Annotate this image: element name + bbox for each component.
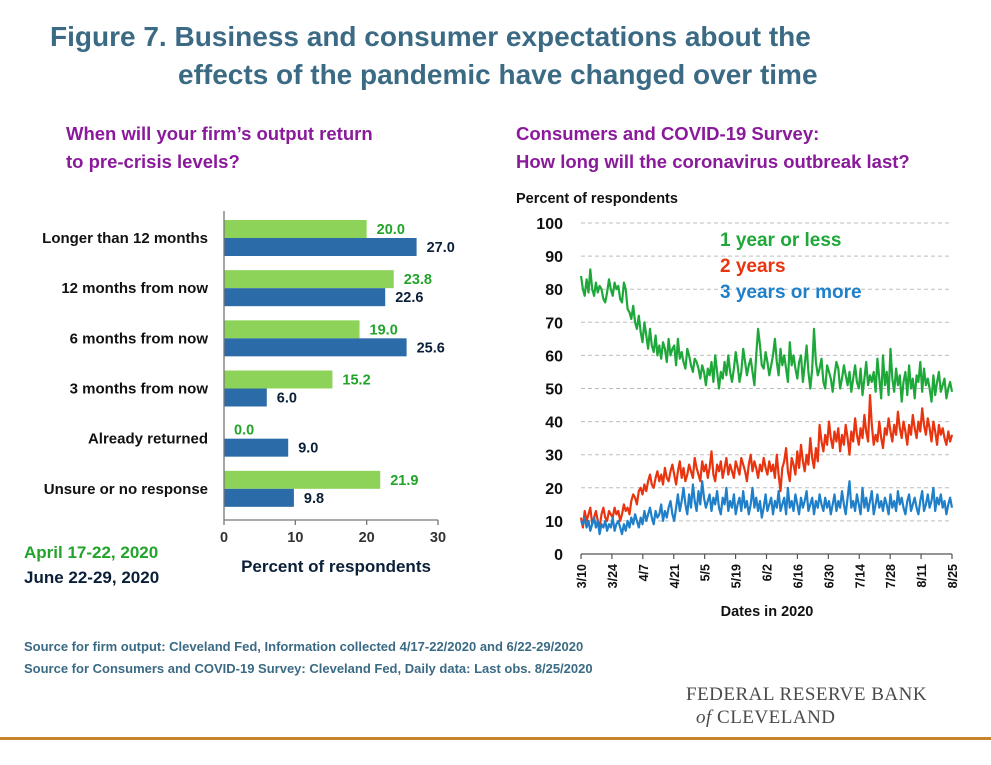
right-chart-subtitle: Consumers and COVID-19 Survey: How long … [516, 120, 910, 176]
line-series-three-years [580, 480, 954, 536]
sources-note: Source for firm output: Cleveland Fed, I… [24, 636, 593, 680]
legend-period2: June 22-29, 2020 [24, 568, 160, 587]
line-y-tick-label: 20 [545, 481, 563, 498]
logo-line2: of CLEVELAND [686, 706, 927, 729]
line-legend-entry: 2 years [720, 256, 786, 277]
bar-x-tick-label: 20 [359, 530, 375, 546]
line-x-tick-label: 6/30 [822, 564, 836, 588]
bar-value-label: 19.0 [370, 322, 398, 338]
bar-june [224, 238, 417, 256]
legend-period1: April 17-22, 2020 [24, 543, 159, 562]
line-x-tick-label: 8/25 [946, 564, 960, 588]
left-chart-subtitle: When will your firm’s output return to p… [66, 120, 373, 176]
bar-value-label: 20.0 [377, 222, 405, 238]
line-y-tick-label: 100 [536, 216, 563, 233]
line-y-tick-label: 40 [545, 415, 563, 432]
bar-value-label: 23.8 [404, 272, 432, 288]
bar-category-label: Longer than 12 months [42, 230, 208, 247]
bar-chart: Longer than 12 months 20.0 27.0 12 months f… [42, 211, 455, 576]
line-x-tick-label: 7/14 [853, 564, 867, 588]
bar-april [224, 320, 360, 339]
bar-value-label: 27.0 [427, 240, 455, 256]
figure-title-line1: Figure 7. Business and consumer expectat… [50, 21, 811, 52]
line-x-tick-label: 6/16 [791, 564, 805, 588]
logo-line1: FEDERAL RESERVE BANK [686, 684, 928, 705]
line-chart: Percent of respondents 0 10 20 30 40 50 60 70 80 9… [516, 191, 960, 620]
bar-value-label: 9.8 [304, 491, 324, 507]
line-y-tick-label: 0 [554, 547, 563, 564]
bar-april [224, 220, 367, 238]
right-subtitle-line1: Consumers and COVID-19 Survey: [516, 123, 820, 144]
line-y-tick-label: 70 [545, 315, 563, 332]
bar-category-label: 6 months from now [70, 330, 209, 347]
line-x-tick-label: 3/10 [575, 564, 589, 588]
right-subtitle-line2: How long will the coronavirus outbreak l… [516, 151, 910, 172]
logo-of: of [696, 707, 712, 728]
left-subtitle-line1: When will your firm’s output return [66, 123, 373, 144]
bar-category-label: 3 months from now [70, 381, 209, 398]
line-x-tick-label: 6/2 [761, 564, 775, 581]
bar-x-tick-label: 0 [220, 530, 228, 546]
left-subtitle-line2: to pre-crisis levels? [66, 151, 240, 172]
line-x-tick-label: 3/24 [606, 564, 620, 588]
bar-april [224, 470, 381, 489]
bar-june [224, 338, 407, 357]
fed-logo: FEDERAL RESERVE BANK of CLEVELAND [686, 683, 927, 729]
line-y-tick-label: 50 [545, 382, 563, 399]
figure-title-line2: effects of the pandemic have changed ove… [178, 59, 818, 90]
bar-june [224, 438, 289, 457]
line-series-one-year [579, 268, 954, 403]
line-x-tick-label: 4/7 [637, 564, 651, 581]
bar-x-axis-title: Percent of respondents [241, 557, 431, 576]
line-x-tick-label: 8/11 [915, 564, 929, 588]
bar-june [224, 488, 294, 507]
line-legend-entry: 1 year or less [720, 230, 841, 251]
line-series-two-years [579, 394, 954, 529]
bar-category-label: Unsure or no response [44, 481, 208, 498]
bar-april [224, 370, 333, 389]
bar-category-label: Already returned [88, 431, 208, 448]
bar-june [224, 388, 267, 407]
bar-value-label: 6.0 [277, 391, 297, 407]
line-y-tick-label: 30 [545, 448, 563, 465]
line-x-tick-label: 7/28 [884, 564, 898, 588]
logo-cleveland: CLEVELAND [717, 707, 836, 728]
bar-april [224, 270, 394, 289]
line-y-tick-label: 10 [545, 514, 563, 531]
bar-june [224, 288, 386, 307]
figure-title: Figure 7. Business and consumer expectat… [50, 18, 950, 94]
bar-value-label: 9.0 [298, 441, 318, 457]
line-y-tick-label: 90 [545, 249, 563, 266]
bar-x-tick-label: 10 [287, 530, 303, 546]
line-x-axis-title: Dates in 2020 [721, 604, 814, 620]
source-line2: Source for Consumers and COVID-19 Survey… [24, 661, 593, 676]
source-line1: Source for firm output: Cleveland Fed, I… [24, 639, 584, 654]
bar-value-label: 0.0 [234, 423, 254, 439]
bar-x-tick-label: 30 [430, 530, 446, 546]
line-x-tick-label: 5/19 [730, 564, 744, 588]
bottom-rule [0, 737, 991, 740]
line-x-tick-label: 4/21 [668, 564, 682, 588]
line-y-tick-label: 60 [545, 348, 563, 365]
bar-category-label: 12 months from now [61, 280, 208, 297]
bar-legend: April 17-22, 2020 June 22-29, 2020 [24, 540, 159, 590]
bar-value-label: 25.6 [417, 340, 445, 356]
line-y-axis-title: Percent of respondents [516, 191, 678, 207]
bar-value-label: 15.2 [342, 373, 370, 389]
line-x-tick-label: 5/5 [699, 564, 713, 581]
bar-value-label: 22.6 [395, 290, 423, 306]
line-y-tick-label: 80 [545, 282, 563, 299]
bar-value-label: 21.9 [390, 473, 418, 489]
line-legend-entry: 3 years or more [720, 282, 862, 303]
